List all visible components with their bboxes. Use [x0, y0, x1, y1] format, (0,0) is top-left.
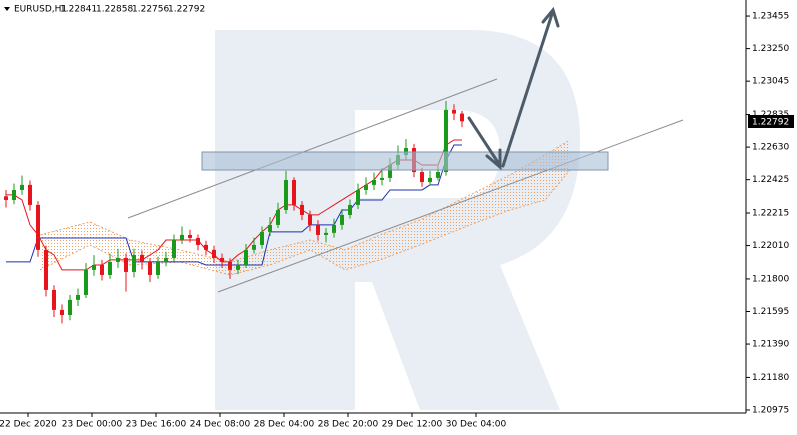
y-tick-label: 1.23250	[752, 44, 789, 54]
candle-body	[148, 261, 152, 275]
candle-body	[332, 224, 336, 233]
candle-body	[204, 244, 208, 250]
candle-body	[100, 264, 104, 275]
candle-body	[436, 172, 440, 178]
candle-body	[92, 264, 96, 270]
x-tick-label: 29 Dec 12:00	[382, 420, 443, 430]
candle-body	[212, 249, 216, 258]
candle-body	[228, 261, 232, 270]
candle-body	[276, 209, 280, 225]
candle-body	[172, 240, 176, 258]
low-value: 1.22756	[132, 5, 169, 15]
cloud-edge	[39, 139, 571, 263]
close-value: 1.22792	[168, 5, 205, 15]
candle-body	[452, 109, 456, 114]
open-value: 1.22841	[60, 5, 97, 15]
x-tick-label: 23 Dec 00:00	[62, 420, 123, 430]
candle-body	[124, 257, 128, 272]
candle-body	[164, 257, 168, 262]
candle-body	[36, 204, 40, 250]
candle-body	[444, 109, 448, 173]
watermark	[215, 30, 580, 410]
candle-body	[28, 184, 32, 205]
candle-body	[180, 234, 184, 241]
y-tick-label: 1.20975	[752, 405, 789, 415]
candle-body	[156, 261, 160, 275]
menu-triangle	[4, 7, 10, 11]
candle-body	[292, 179, 296, 205]
arrow-up	[501, 12, 554, 168]
indicator-line	[6, 144, 462, 266]
symbol: EURUSD,H1	[14, 5, 67, 15]
candle-body	[20, 184, 24, 190]
y-tick-label: 1.21180	[752, 373, 789, 383]
x-tick-label: 24 Dec 08:00	[190, 420, 251, 430]
candle-body	[84, 269, 88, 295]
candle-body	[108, 261, 112, 275]
candle-body	[220, 257, 224, 262]
candle-body	[356, 189, 360, 205]
candle-body	[116, 257, 120, 262]
candle-body	[4, 196, 8, 200]
x-tick-label: 28 Dec 04:00	[254, 420, 315, 430]
candle-body	[76, 294, 80, 300]
candle-body	[188, 234, 192, 238]
candle-body	[252, 244, 256, 250]
forecast-arrows	[467, 6, 560, 171]
y-tick-label: 1.21390	[752, 340, 789, 350]
candle-body	[460, 113, 464, 122]
candle-body	[140, 254, 144, 262]
x-tick-label: 23 Dec 16:00	[126, 420, 187, 430]
candle-body	[68, 299, 72, 315]
x-tick-label: 30 Dec 04:00	[446, 420, 507, 430]
channel-lower	[217, 119, 684, 293]
candle-body	[364, 184, 368, 190]
candle-body	[316, 224, 320, 235]
x-tick-label: 22 Dec 2020	[0, 420, 57, 430]
candle-body	[300, 204, 304, 215]
candle-body	[132, 254, 136, 272]
cloud	[40, 139, 570, 275]
candle-body	[372, 179, 376, 185]
y-tick-label: 1.21595	[752, 307, 789, 317]
candle-body	[308, 214, 312, 225]
cloud-edge	[39, 169, 571, 276]
candle-body	[44, 249, 48, 290]
candle-body	[284, 179, 288, 210]
candle-body	[428, 177, 432, 183]
arrow-head	[485, 148, 502, 171]
arrow-head	[541, 6, 560, 28]
candle-body	[420, 172, 424, 183]
candle-body	[324, 232, 328, 235]
channel-upper	[127, 78, 498, 219]
high-value: 1.22858	[96, 5, 133, 15]
candle-body	[52, 289, 56, 310]
candle-body	[388, 164, 392, 178]
y-tick-label: 1.23455	[752, 12, 789, 22]
y-tick-label: 1.22425	[752, 175, 789, 185]
y-tick-label: 1.22215	[752, 209, 789, 219]
price-label: 1.22792	[752, 118, 789, 128]
x-tick-label: 28 Dec 20:00	[318, 420, 379, 430]
arrow-down	[467, 116, 501, 166]
y-tick-label: 1.23045	[752, 77, 789, 87]
candle-body	[244, 249, 248, 265]
candle-body	[268, 224, 272, 232]
price-label-box	[748, 115, 794, 128]
candle-body	[348, 204, 352, 215]
candle-body	[60, 309, 64, 315]
candle-body	[380, 177, 384, 180]
candle-body	[260, 231, 264, 245]
y-tick-label: 1.22630	[752, 143, 789, 153]
candle-body	[236, 264, 240, 270]
candle-body	[12, 189, 16, 200]
zone	[201, 151, 609, 171]
candle-body	[340, 214, 344, 225]
y-tick-label: 1.21800	[752, 274, 789, 284]
y-tick-label: 1.22010	[752, 241, 789, 251]
candle-body	[196, 237, 200, 245]
